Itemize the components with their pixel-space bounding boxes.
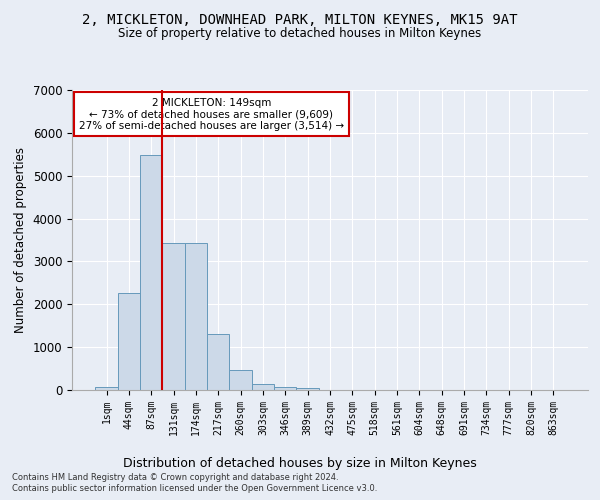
Bar <box>296 388 319 390</box>
Bar <box>229 370 252 390</box>
Text: 2 MICKLETON: 149sqm
← 73% of detached houses are smaller (9,609)
27% of semi-det: 2 MICKLETON: 149sqm ← 73% of detached ho… <box>79 98 344 130</box>
Bar <box>95 386 118 390</box>
Bar <box>252 384 274 390</box>
Bar <box>163 242 185 390</box>
Bar <box>185 242 207 390</box>
Text: Size of property relative to detached houses in Milton Keynes: Size of property relative to detached ho… <box>118 28 482 40</box>
Text: Contains public sector information licensed under the Open Government Licence v3: Contains public sector information licen… <box>12 484 377 493</box>
Bar <box>207 334 229 390</box>
Bar <box>274 386 296 390</box>
Y-axis label: Number of detached properties: Number of detached properties <box>14 147 27 333</box>
Text: 2, MICKLETON, DOWNHEAD PARK, MILTON KEYNES, MK15 9AT: 2, MICKLETON, DOWNHEAD PARK, MILTON KEYN… <box>82 12 518 26</box>
Bar <box>140 155 163 390</box>
Text: Contains HM Land Registry data © Crown copyright and database right 2024.: Contains HM Land Registry data © Crown c… <box>12 472 338 482</box>
Text: Distribution of detached houses by size in Milton Keynes: Distribution of detached houses by size … <box>123 458 477 470</box>
Bar <box>118 292 140 390</box>
